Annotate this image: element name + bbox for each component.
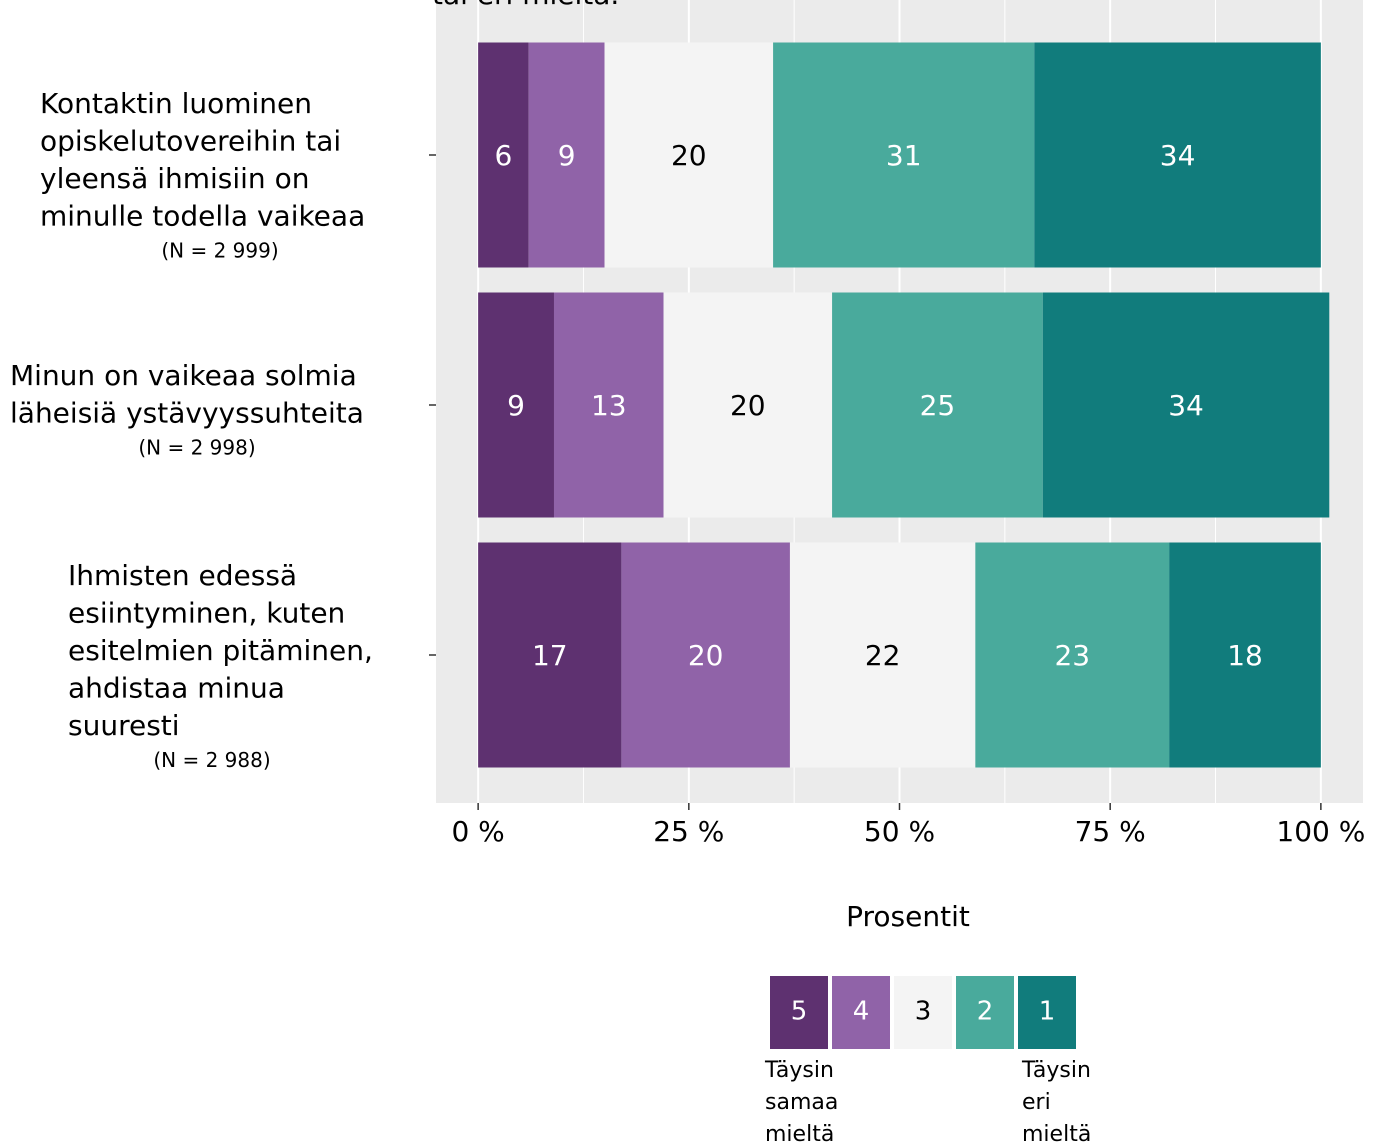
bar-segment [1042,292,1330,518]
legend-note: mieltä [1022,1122,1091,1144]
value-label: 6 [495,139,513,172]
legend-key [770,976,828,1049]
bar-segment [832,292,1043,518]
value-label: 23 [1054,639,1090,672]
bar-segment [604,42,774,268]
category-label: läheisiä ystävyyssuhteita [10,397,364,430]
category-label: ahdistaa minua [68,672,285,705]
category-label: opiskelutovereihin tai [40,125,341,158]
x-tick-label: 50 % [864,815,935,848]
bar-segment [663,292,833,518]
bar-segment [621,542,790,768]
category-label: Ihmisten edessä [68,559,297,592]
category-label: esitelmien pitäminen, [68,634,373,667]
value-label: 9 [507,389,525,422]
bar-segment [553,292,664,518]
category-label: Minun on vaikeaa solmia [10,359,357,392]
legend-key [894,976,952,1049]
legend-key [832,976,890,1049]
value-label: 13 [591,389,627,422]
category-note: (N = 2 988) [153,748,270,772]
x-tick-label: 25 % [653,815,724,848]
value-label: 22 [865,639,901,672]
bar-segment [478,42,529,268]
category-label: yleensä ihmisiin on [40,162,309,195]
bar-segment [773,42,1035,268]
category-label: esiintyminen, kuten [68,597,345,630]
bar-segment [975,542,1170,768]
legend-note: mieltä [765,1122,834,1144]
legend-label: 5 [791,997,808,1027]
legend-label: 3 [915,997,932,1027]
category-note: (N = 2 999) [161,239,278,263]
category-label: suuresti [68,709,180,742]
chart-title: tai eri mieltä. [432,0,619,11]
legend-key [956,976,1014,1049]
bar-segment [789,542,976,768]
category-label: minulle todella vaikeaa [40,200,365,233]
legend-note: eri [1022,1090,1051,1115]
category-note: (N = 2 998) [138,436,255,460]
value-label: 18 [1227,639,1263,672]
legend-label: 4 [853,997,870,1027]
legend-note: Täysin [764,1058,834,1083]
value-label: 31 [886,139,922,172]
legend-note: samaa [765,1090,838,1115]
x-tick-label: 75 % [1075,815,1146,848]
value-label: 25 [920,389,956,422]
value-label: 34 [1168,389,1204,422]
x-axis-label: Prosentit [846,900,970,933]
value-label: 20 [671,139,707,172]
category-label: Kontaktin luominen [40,87,312,120]
legend-label: 2 [977,997,994,1027]
value-label: 34 [1160,139,1196,172]
bar-segment [528,42,605,268]
bar-segment [1034,42,1321,268]
legend-key [1018,976,1076,1049]
bar-segment [1169,542,1321,768]
value-label: 17 [532,639,568,672]
value-label: 20 [730,389,766,422]
x-tick-label: 100 % [1276,815,1365,848]
legend-label: 1 [1039,997,1056,1027]
bar-segment [478,292,554,518]
x-tick-label: 0 % [451,815,504,848]
value-label: 20 [688,639,724,672]
legend-note: Täysin [1021,1058,1091,1083]
value-label: 9 [558,139,576,172]
bar-segment [478,542,622,768]
